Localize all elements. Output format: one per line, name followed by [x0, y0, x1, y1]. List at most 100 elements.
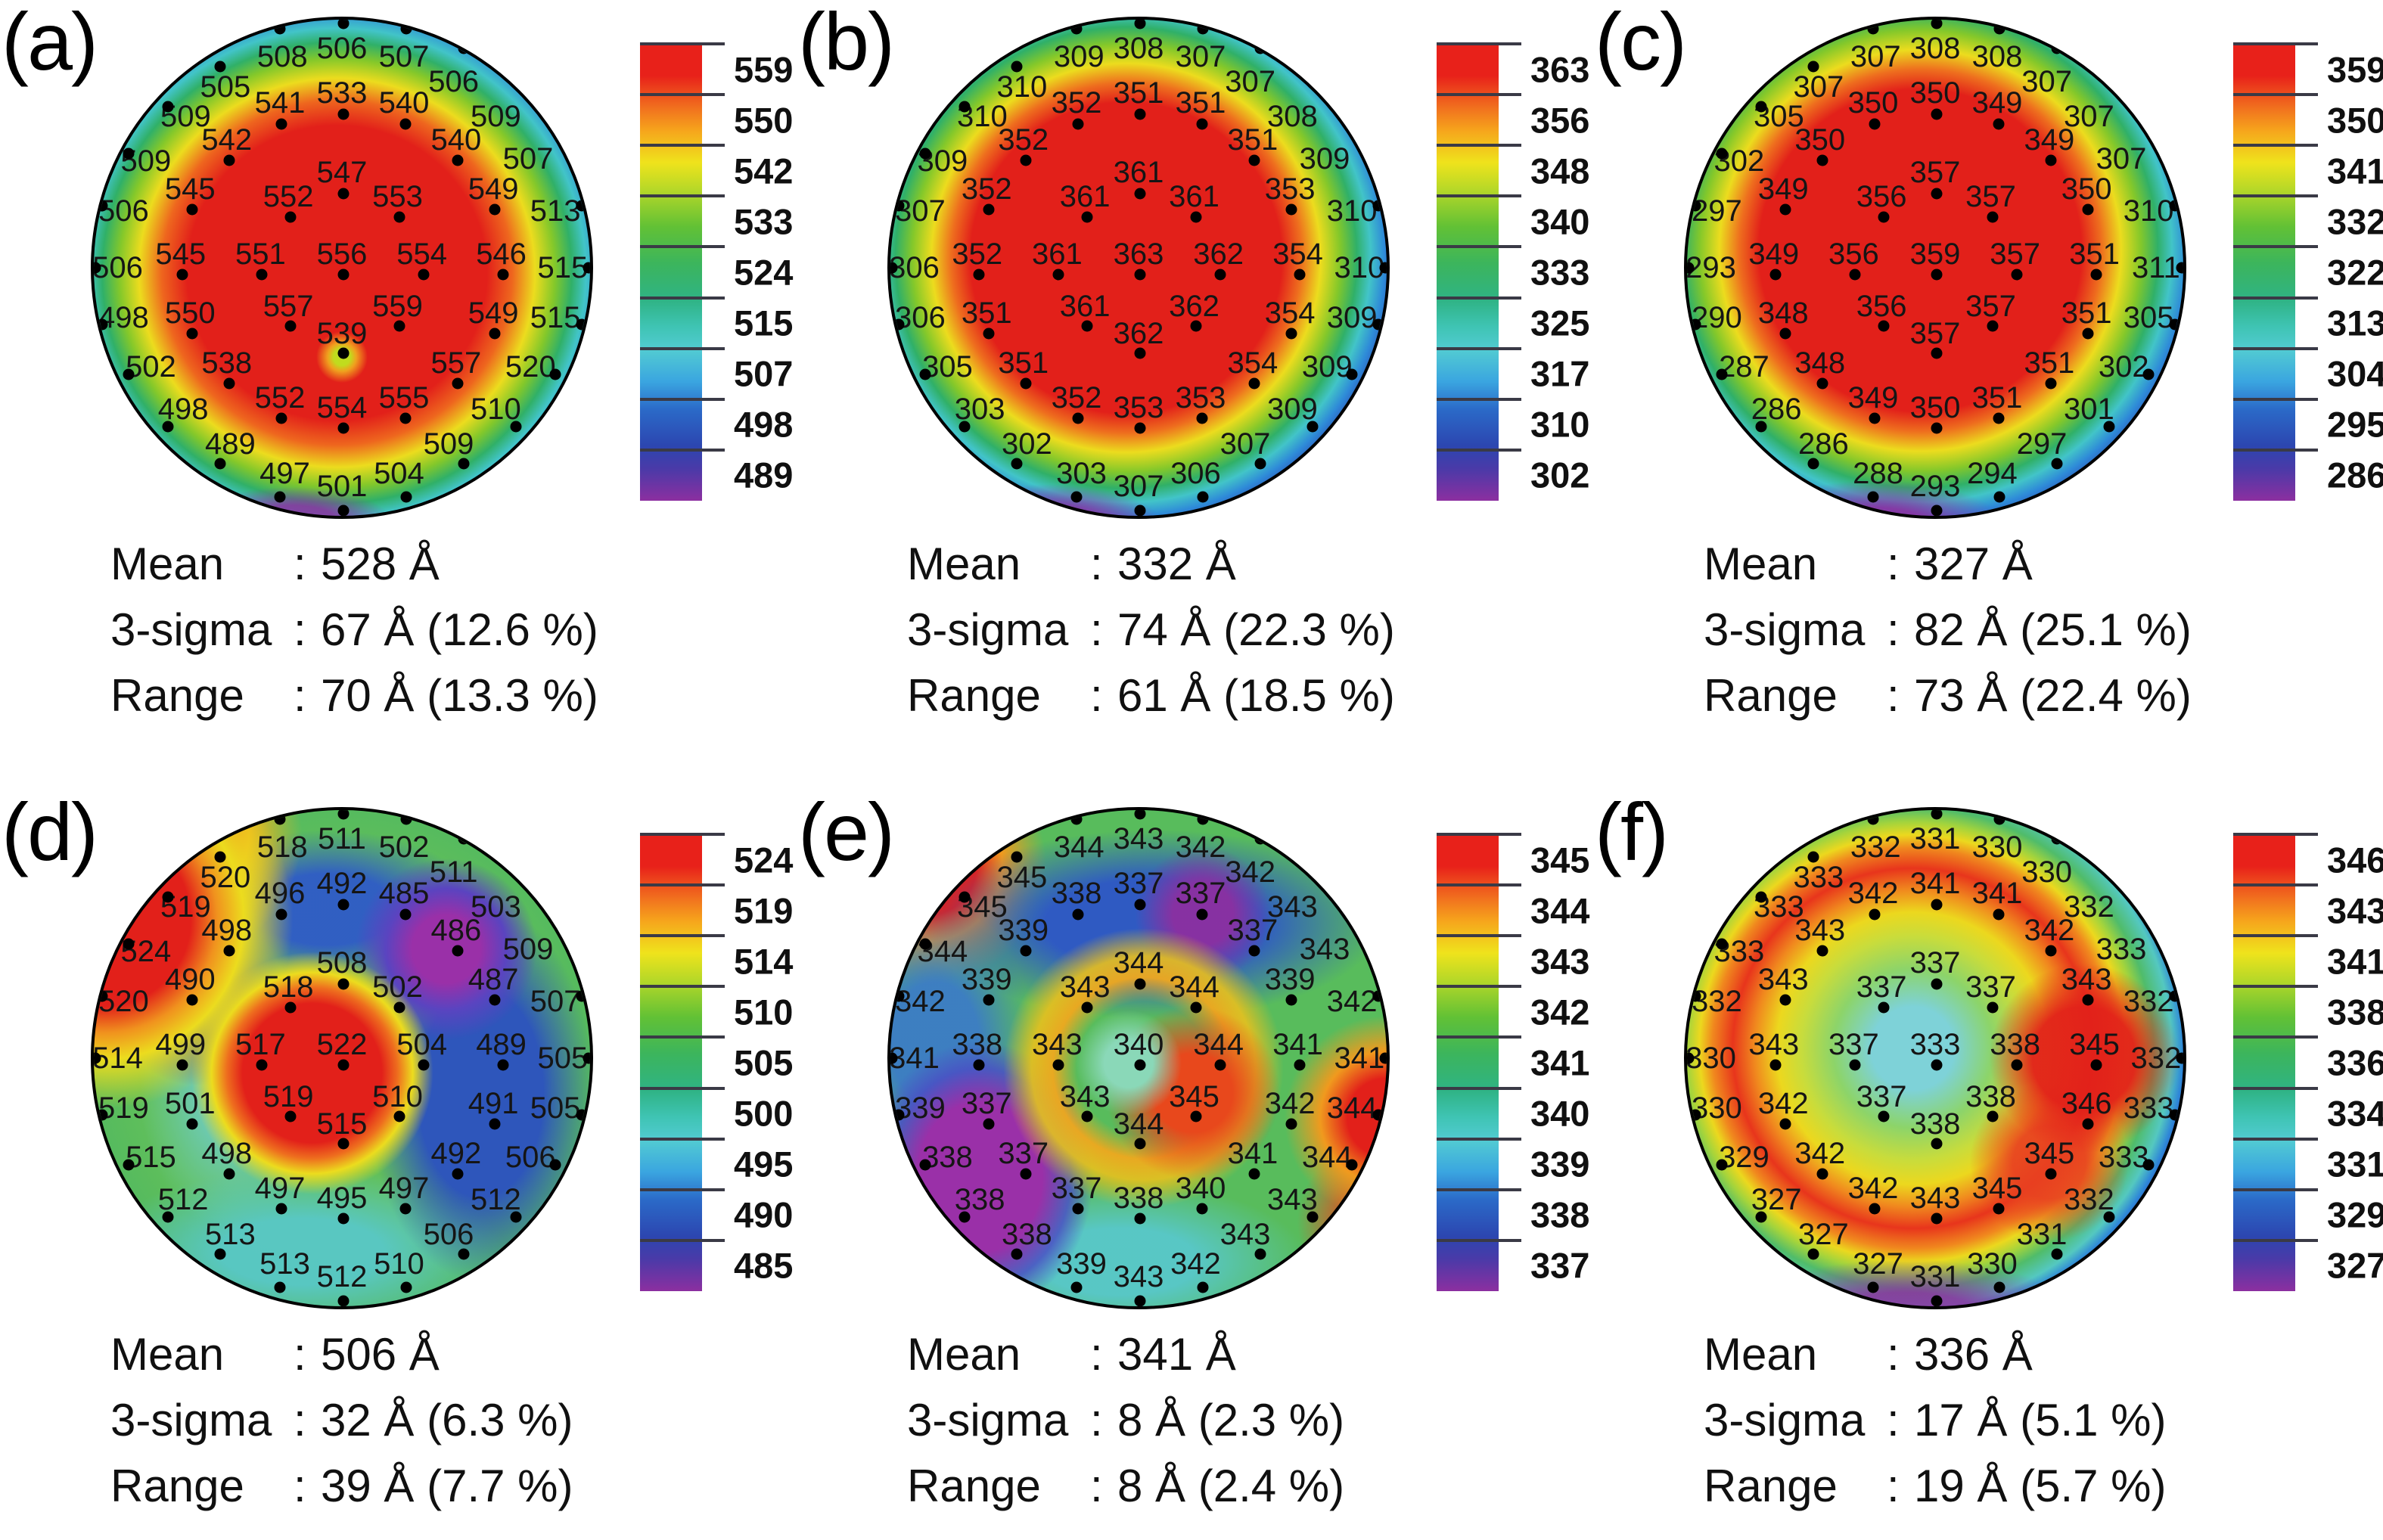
measurement-point-dot	[1807, 458, 1819, 470]
measurement-point-dot	[337, 810, 350, 820]
measurement-point-dot	[1867, 813, 1879, 825]
stat-value: 8 Å (2.4 %)	[1117, 1461, 1345, 1511]
measurement-point-dot	[162, 1211, 174, 1223]
measurement-point-dot	[1134, 899, 1146, 911]
measurement-point-value: 362	[1193, 237, 1244, 271]
measurement-point-dot	[1190, 211, 1202, 223]
colorbar-tick	[2233, 985, 2318, 989]
measurement-point-dot	[1755, 1211, 1767, 1223]
measurement-point-dot	[1931, 422, 1943, 434]
measurement-point-dot	[1931, 1295, 1943, 1306]
stats-d: Mean:506 Å 3-sigma:32 Å (6.3 %) Range:39 Å…	[110, 1321, 573, 1519]
measurement-point-dot	[549, 1159, 561, 1171]
measurement-point-value: 342	[1326, 984, 1378, 1018]
measurement-point-value: 350	[1847, 86, 1899, 120]
measurement-point-value: 307	[1219, 427, 1271, 461]
measurement-point-dot	[1878, 1110, 1890, 1122]
measurement-point-dot	[123, 938, 135, 950]
colorbar-tick-label: 524	[734, 252, 794, 293]
measurement-point-dot	[1294, 269, 1306, 281]
colorbar-tick-label: 519	[734, 890, 794, 931]
measurement-point-dot	[2103, 868, 2115, 880]
measurement-point-dot	[400, 813, 412, 825]
measurement-point-dot	[1248, 1168, 1260, 1180]
measurement-point-value: 307	[2021, 65, 2072, 98]
stat-value: 332 Å	[1117, 539, 1236, 589]
measurement-point-dot	[337, 347, 350, 359]
measurement-point-dot	[1689, 1109, 1701, 1121]
measurement-point-value: 545	[155, 237, 207, 271]
measurement-point-dot	[1716, 938, 1728, 950]
measurement-point-value: 357	[1990, 237, 2040, 271]
measurement-point-dot	[1011, 1248, 1023, 1260]
measurement-point-value: 337	[1856, 1079, 1907, 1113]
colorbar-tick-label: 514	[734, 941, 794, 982]
measurement-point-value: 350	[1909, 390, 1961, 424]
measurement-point-dot	[1020, 1168, 1032, 1180]
measurement-point-value: 502	[372, 970, 423, 1004]
measurement-point-value: 351	[1227, 123, 1278, 157]
panel-f: (f) 332 331 330 330 332 333 332 332 333 333 332 331…	[1593, 786, 2383, 1540]
measurement-point-dot	[1779, 203, 1791, 216]
measurement-point-value: 519	[263, 1079, 314, 1113]
stats-c: Mean:327 Å 3-sigma:82 Å (25.1 %) Range:73 …	[1704, 531, 2192, 728]
measurement-point-dot	[176, 1059, 188, 1071]
colorbar-tick-label: 334	[2327, 1093, 2383, 1134]
stat-label: 3-sigma	[907, 604, 1069, 655]
measurement-point-dot	[274, 813, 286, 825]
stat-colon: :	[1887, 539, 1900, 589]
measurement-point-dot	[1081, 320, 1093, 332]
measurement-point-value: 557	[430, 346, 482, 380]
measurement-point-value: 545	[164, 172, 216, 206]
colorbar-tick-label: 490	[734, 1194, 794, 1235]
measurement-point-dot	[1878, 211, 1890, 223]
measurement-point-dot	[983, 203, 995, 216]
colorbar-tick	[1437, 144, 1521, 147]
stat-colon: :	[1887, 1461, 1900, 1511]
measurement-point-value: 338	[1113, 1181, 1164, 1215]
measurement-point-value: 310	[1334, 251, 1385, 284]
measurement-point-value: 353	[1264, 172, 1316, 206]
measurement-point-dot	[510, 421, 522, 433]
measurement-point-value: 352	[1051, 380, 1102, 414]
measurement-point-dot	[958, 421, 971, 433]
wafer-map-d: 518 511 502 511 503 509 507 505 505 506 512 506 510 5…	[91, 807, 593, 1309]
measurement-point-value: 308	[1909, 32, 1961, 66]
measurement-point-value: 513	[259, 1247, 310, 1281]
measurement-point-dot	[1134, 188, 1146, 200]
stat-row: 3-sigma:8 Å (2.3 %)	[907, 1387, 1344, 1453]
stat-row: Range:19 Å (5.7 %)	[1704, 1453, 2167, 1519]
measurement-point-dot	[162, 891, 174, 903]
measurement-point-dot	[275, 1203, 287, 1215]
measurement-point-dot	[2090, 269, 2102, 281]
measurement-point-dot	[1052, 1059, 1064, 1071]
measurement-point-dot	[1072, 1203, 1084, 1215]
measurement-point-value: 343	[2061, 963, 2112, 997]
measurement-point-dot	[1294, 1059, 1306, 1071]
measurement-point-value: 511	[429, 855, 478, 889]
measurement-point-dot	[1072, 118, 1084, 130]
measurement-point-value: 485	[378, 877, 430, 911]
measurement-point-value: 350	[1794, 123, 1846, 157]
colorbar-tick	[1437, 245, 1521, 249]
measurement-point-dot	[983, 1118, 995, 1130]
measurement-point-value: 329	[1719, 1141, 1769, 1175]
colorbar-tick-label: 286	[2327, 455, 2383, 495]
measurement-point-value: 356	[1856, 289, 1907, 323]
stat-colon: :	[1090, 1329, 1103, 1380]
colorbar-tick-label: 346	[2327, 840, 2383, 880]
stat-value: 67 Å (12.6 %)	[321, 604, 598, 655]
measurement-point-value: 361	[1032, 237, 1083, 271]
stat-row: Range:8 Å (2.4 %)	[907, 1453, 1344, 1519]
wafer-map-c: 307 308 308 307 307 307 310 311 305 302 301 297 294 2…	[1684, 17, 2186, 519]
measurement-point-value: 331	[1909, 1259, 1961, 1293]
measurement-point-dot	[1867, 491, 1879, 503]
measurement-point-dot	[1070, 491, 1083, 503]
measurement-point-value: 343	[1794, 913, 1846, 947]
measurement-point-dot	[1134, 422, 1146, 434]
measurement-point-dot	[1285, 328, 1297, 340]
measurement-point-value: 344	[1193, 1027, 1244, 1061]
measurement-point-value: 332	[2063, 890, 2114, 924]
measurement-point-dot	[1869, 118, 1881, 130]
